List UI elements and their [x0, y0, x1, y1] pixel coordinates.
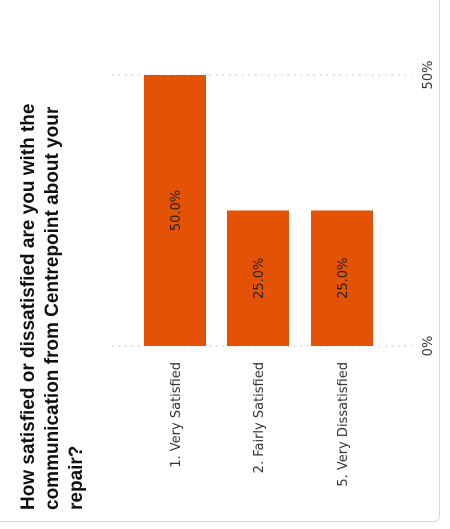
- chart-title-line-2: communication from Centrepoint about you…: [42, 106, 63, 510]
- category-label-1: 1. Very Satisfied: [169, 362, 184, 468]
- chart-card: How satisfied or dissatisfied are you wi…: [0, 0, 440, 522]
- chart-title: How satisfied or dissatisfied are you wi…: [18, 104, 87, 510]
- tick-label-0: 0%: [421, 336, 436, 357]
- category-label-2: 2. Fairly Satisfied: [252, 362, 267, 473]
- bar-1: [144, 75, 206, 346]
- chart-title-line-1: How satisfied or dissatisfied are you wi…: [18, 104, 39, 510]
- data-label-3: 25.0%: [336, 258, 351, 299]
- bar-2: [227, 210, 289, 346]
- tick-label-1: 50%: [421, 61, 436, 90]
- category-label-3: 5. Very Dissatisfied: [336, 362, 351, 487]
- labels: 0% 50% 50.0% 1. Very Satisfied 25.0% 2. Fairl…: [169, 61, 436, 487]
- bar-3: [311, 210, 373, 346]
- data-label-2: 25.0%: [252, 258, 267, 299]
- data-label-1: 50.0%: [169, 190, 184, 231]
- bars: [144, 75, 373, 346]
- chart-title-line-3: repair?: [66, 446, 87, 510]
